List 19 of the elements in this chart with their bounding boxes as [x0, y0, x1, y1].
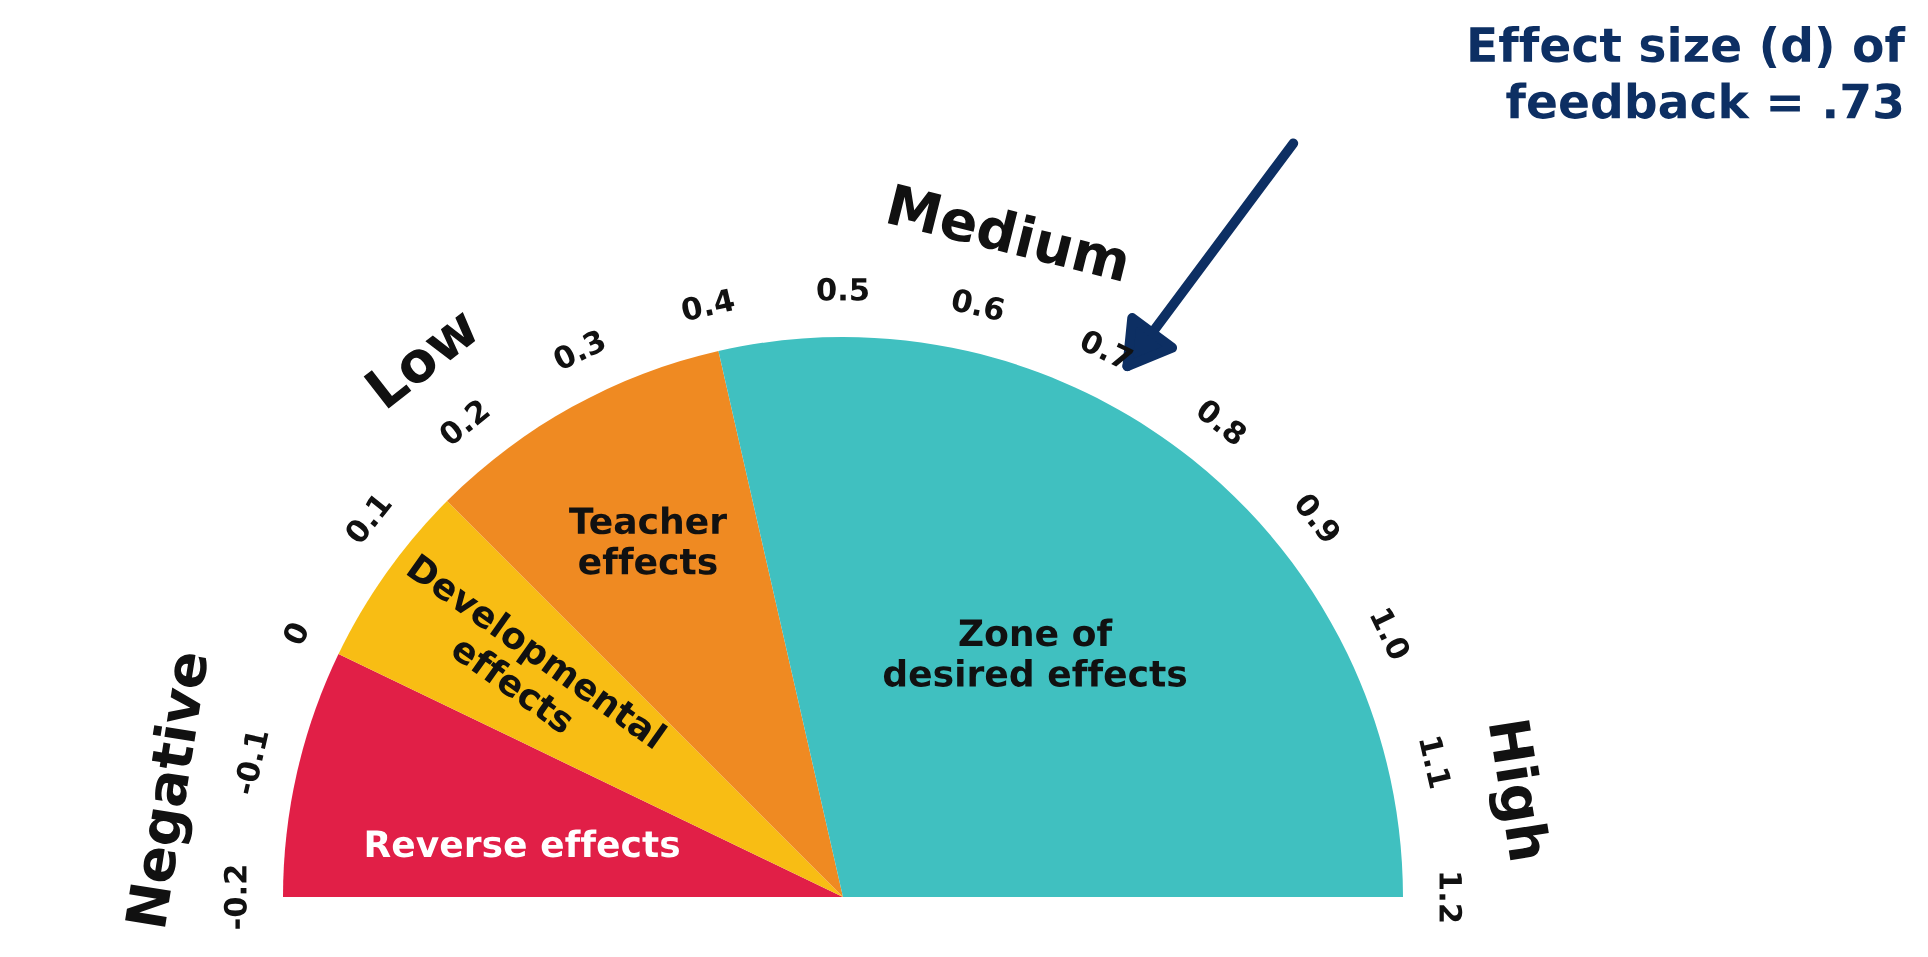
text: 0.7 [1078, 327, 1134, 371]
text: 0.5 [817, 277, 868, 301]
text: 1.1 [1419, 736, 1452, 789]
text: 0.3 [551, 328, 607, 372]
text: 0.1 [342, 491, 393, 546]
text: High [1477, 719, 1553, 863]
text: -0.1 [232, 728, 269, 796]
text: 1.0 [1369, 607, 1413, 662]
text: 0.4 [680, 287, 736, 322]
text: 1.2 [1439, 873, 1463, 922]
text: 0.6 [950, 287, 1006, 322]
text: -0.2 [223, 866, 247, 929]
text: 0.8 [1194, 396, 1249, 447]
slice-label: Zone of desired effects [883, 618, 1187, 687]
slice-label: Reverse effects [366, 829, 679, 858]
text: Effect size (d) of feedback = .73 [1470, 25, 1906, 119]
text: 0.9 [1293, 490, 1343, 545]
text: Negative [123, 650, 220, 929]
text: 0 [281, 620, 310, 647]
